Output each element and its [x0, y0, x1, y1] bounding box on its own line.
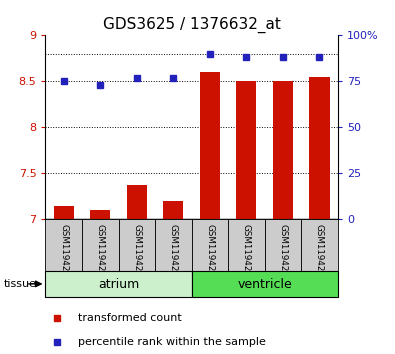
- Bar: [301, 219, 338, 271]
- Text: GSM119422: GSM119422: [59, 224, 68, 276]
- Bar: [192, 271, 338, 297]
- Title: GDS3625 / 1376632_at: GDS3625 / 1376632_at: [103, 16, 280, 33]
- Bar: [200, 72, 220, 219]
- Bar: [265, 219, 301, 271]
- Bar: [127, 184, 147, 219]
- Bar: [309, 77, 329, 219]
- Text: GSM119423: GSM119423: [96, 224, 105, 276]
- Text: ventricle: ventricle: [237, 278, 292, 291]
- Text: tissue: tissue: [4, 279, 37, 289]
- Bar: [273, 81, 293, 219]
- Text: percentile rank within the sample: percentile rank within the sample: [78, 337, 265, 347]
- Bar: [155, 219, 192, 271]
- Text: GSM119424: GSM119424: [132, 224, 141, 276]
- Text: GSM119427: GSM119427: [242, 224, 251, 276]
- Bar: [54, 206, 74, 219]
- Text: atrium: atrium: [98, 278, 139, 291]
- Bar: [90, 210, 110, 219]
- Bar: [82, 219, 118, 271]
- Bar: [236, 81, 256, 219]
- Text: GSM119429: GSM119429: [315, 224, 324, 276]
- Bar: [192, 219, 228, 271]
- Bar: [163, 201, 183, 219]
- Bar: [45, 219, 82, 271]
- Bar: [228, 219, 265, 271]
- Text: transformed count: transformed count: [78, 313, 181, 323]
- Text: GSM119428: GSM119428: [278, 224, 288, 276]
- Text: GSM119426: GSM119426: [205, 224, 214, 276]
- Text: GSM119425: GSM119425: [169, 224, 178, 276]
- Bar: [118, 219, 155, 271]
- Bar: [45, 271, 192, 297]
